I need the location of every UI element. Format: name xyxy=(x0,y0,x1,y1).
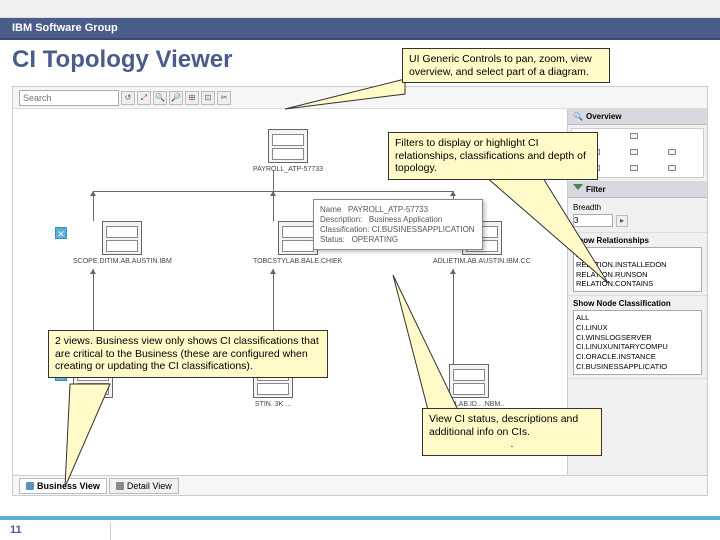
list-item[interactable]: CI.LINUX xyxy=(576,323,699,333)
overview-title: Overview xyxy=(586,112,622,121)
list-item[interactable]: CI.BUSINESSAPPLICATIO xyxy=(576,362,699,372)
tool-refresh[interactable]: ↺ xyxy=(121,91,135,105)
callout-text: View CI status, descriptions and additio… xyxy=(429,413,578,438)
tt-desc-label: Description: xyxy=(320,215,362,224)
footer: 11 xyxy=(0,516,720,540)
tt-class-label: Classification: xyxy=(320,225,369,234)
mini-node xyxy=(630,133,638,139)
node-class-list[interactable]: ALL CI.LINUX CI.WINSLOGSERVER CI.LINUXUN… xyxy=(573,310,702,375)
callout-pointer-status xyxy=(388,270,468,415)
tt-status: OPERATING xyxy=(352,235,399,244)
list-item[interactable]: CI.ORACLE.INSTANCE xyxy=(576,352,699,362)
mini-node xyxy=(630,149,638,155)
mini-node xyxy=(630,165,638,171)
arrow-icon xyxy=(270,269,276,274)
callout-ui-controls: UI Generic Controls to pan, zoom, view o… xyxy=(402,48,610,83)
callout-text: Filters to display or highlight CI relat… xyxy=(395,137,586,174)
callout-status: View CI status, descriptions and additio… xyxy=(422,408,602,456)
arrow-icon xyxy=(270,191,276,196)
callout-text: UI Generic Controls to pan, zoom, view o… xyxy=(409,53,592,78)
magnifier-icon: 🔍 xyxy=(573,112,583,121)
node-label: SCOPE.DITIM.AB.AUSTIN.IBM xyxy=(73,258,172,265)
footer-separator xyxy=(110,522,111,540)
callout-text: 2 views. Business view only shows CI cla… xyxy=(55,335,319,372)
mini-node xyxy=(668,165,676,171)
edge xyxy=(273,171,274,191)
tt-name-label: Name xyxy=(320,205,341,214)
list-item[interactable]: CI.WINSLOGSERVER xyxy=(576,333,699,343)
list-item[interactable]: CI.LINUXUNITARYCOMPU xyxy=(576,342,699,352)
ci-tooltip: Name PAYROLL_ATP-57733 Description: Busi… xyxy=(313,199,483,250)
tool-zoom-out[interactable]: 🔎 xyxy=(169,91,183,105)
callout-dot: . xyxy=(429,438,595,451)
callout-pointer-ui xyxy=(280,74,410,114)
tab-icon xyxy=(26,482,34,490)
tool-select[interactable]: ✂ xyxy=(217,91,231,105)
list-item[interactable]: ALL xyxy=(576,313,699,323)
header-band xyxy=(0,0,720,18)
callout-views: 2 views. Business view only shows CI cla… xyxy=(48,330,328,378)
node-label: PAYROLL_ATP-57733 xyxy=(253,166,323,173)
ci-node-root[interactable]: PAYROLL_ATP-57733 xyxy=(253,129,323,173)
callout-pointer-filters xyxy=(468,168,618,288)
show-node-section: Show Node Classification ALL CI.LINUX CI… xyxy=(568,296,707,379)
callout-pointer-views xyxy=(60,382,120,492)
ci-node[interactable]: SCOPE.DITIM.AB.AUSTIN.IBM xyxy=(73,221,172,265)
tt-name: PAYROLL_ATP-57733 xyxy=(348,205,428,214)
node-label: TOBCSTYLAB.BALE.CHIEK xyxy=(253,258,342,265)
show-node-label: Show Node Classification xyxy=(573,299,702,308)
callout-filters: Filters to display or highlight CI relat… xyxy=(388,132,598,180)
search-input[interactable] xyxy=(19,90,119,106)
tool-fit[interactable]: ⊞ xyxy=(185,91,199,105)
page-number: 11 xyxy=(10,524,22,536)
server-icon xyxy=(268,129,308,163)
server-icon xyxy=(102,221,142,255)
group-label: IBM Software Group xyxy=(12,22,118,34)
arrow-icon xyxy=(90,269,96,274)
close-icon[interactable]: ✕ xyxy=(55,227,67,239)
server-icon xyxy=(278,221,318,255)
tt-desc: Business Application xyxy=(369,215,442,224)
node-label: STIN. 3K ... xyxy=(253,401,293,408)
arrow-icon xyxy=(450,191,456,196)
tt-status-label: Status: xyxy=(320,235,345,244)
tab-label: Detail View xyxy=(127,481,172,491)
tool-pan[interactable]: ⤢ xyxy=(137,91,151,105)
mini-node xyxy=(668,149,676,155)
tool-zoom-in[interactable]: 🔍 xyxy=(153,91,167,105)
arrow-icon xyxy=(90,191,96,196)
tool-overview[interactable]: ⊡ xyxy=(201,91,215,105)
overview-header[interactable]: 🔍 Overview xyxy=(568,109,707,125)
tt-class: CI.BUSINESSAPPLICATION xyxy=(372,225,475,234)
header-bar: IBM Software Group xyxy=(0,18,720,40)
